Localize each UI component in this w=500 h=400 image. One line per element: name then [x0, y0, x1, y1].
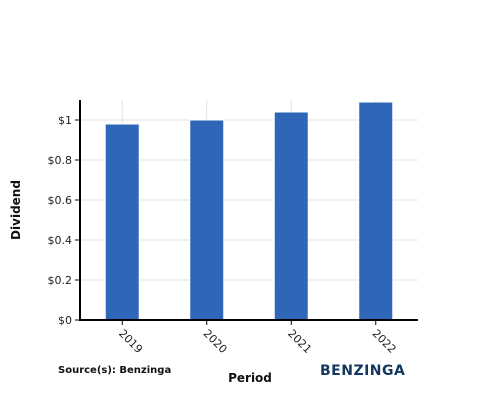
bar-2020 [189, 119, 225, 321]
x-tick-label: 2021 [285, 327, 314, 356]
y-tick-label: $1 [58, 114, 72, 127]
x-tick-label: 2019 [116, 327, 145, 356]
y-tick-label: $0 [58, 314, 72, 327]
y-ticks: $0 $0.2 $0.4 $0.6 $0.8 $1 [48, 114, 80, 327]
x-tick-label: 2022 [370, 327, 399, 356]
x-axis-title: Period [228, 371, 272, 385]
y-axis-title: Dividend [9, 180, 23, 240]
x-ticks: 2019 2020 2021 2022 [116, 320, 399, 356]
source-label: Source(s): Benzinga [58, 365, 171, 376]
y-tick-label: $0.8 [48, 154, 73, 167]
bar-2019 [104, 123, 140, 321]
y-tick-label: $0.6 [48, 194, 73, 207]
y-tick-label: $0.2 [48, 274, 73, 287]
brand-logo: BENZINGA [320, 363, 405, 379]
y-tick-label: $0.4 [48, 234, 73, 247]
bars [104, 101, 394, 321]
axes [79, 100, 418, 321]
x-tick-label: 2020 [201, 327, 230, 356]
bar-2022 [358, 101, 394, 321]
bar-2021 [273, 111, 309, 321]
